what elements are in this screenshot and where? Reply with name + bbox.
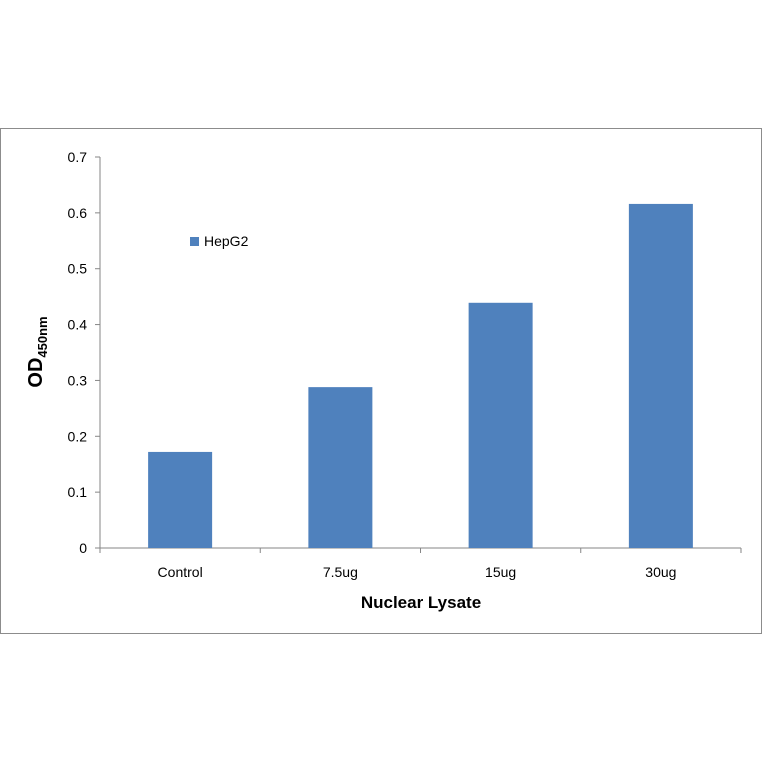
y-tick-label: 0.4 [68, 317, 88, 333]
legend: HepG2 [190, 233, 249, 249]
y-tick-label: 0.7 [68, 149, 88, 165]
y-axis-title-main: OD [25, 358, 47, 388]
bar [308, 387, 373, 548]
x-tick-label: 15ug [485, 564, 516, 580]
legend-swatch [190, 237, 199, 246]
x-axis-title: Nuclear Lysate [361, 593, 481, 612]
y-axis-title: OD450nm [25, 316, 50, 387]
bar [148, 451, 213, 548]
x-tick-label: 7.5ug [323, 564, 358, 580]
y-tick-label: 0 [79, 540, 87, 556]
y-tick-label: 0.5 [68, 261, 88, 277]
x-tick-label: 30ug [645, 564, 676, 580]
bar [628, 203, 693, 549]
bars [148, 203, 693, 549]
bar [468, 302, 533, 548]
x-tick-label: Control [158, 564, 203, 580]
y-tick-label: 0.2 [68, 428, 88, 444]
y-tick-label: 0.6 [68, 205, 88, 221]
y-tick-label: 0.1 [68, 484, 88, 500]
legend-label: HepG2 [204, 233, 249, 249]
y-axis-title-sub: 450nm [35, 316, 50, 357]
y-tick-label: 0.3 [68, 372, 88, 388]
